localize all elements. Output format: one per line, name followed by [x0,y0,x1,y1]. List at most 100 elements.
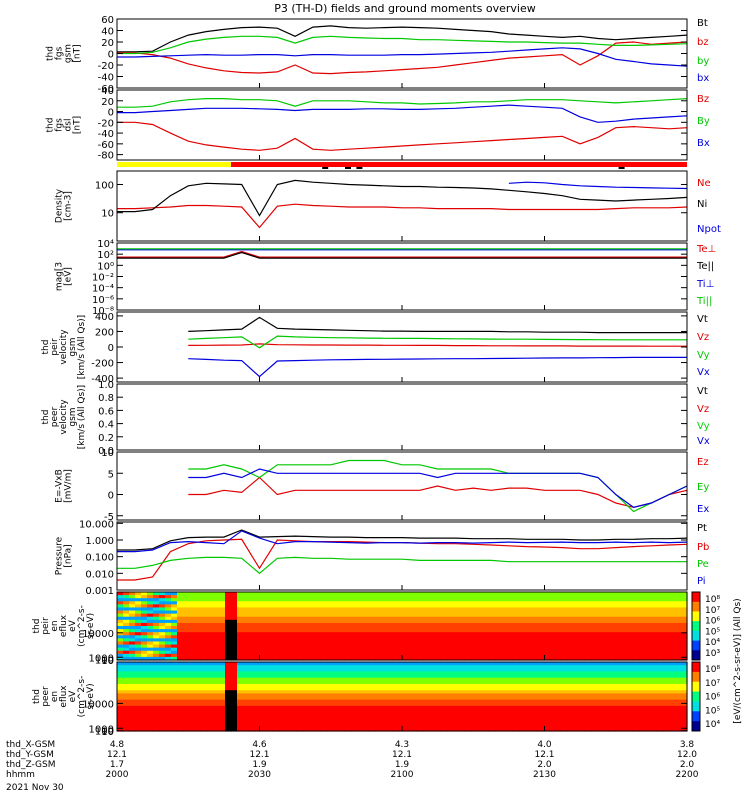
spectrogram-cell [615,671,622,676]
spectrogram-cell [195,674,202,679]
spectrogram-cell [297,724,304,729]
spectrogram-cell [339,656,346,661]
spectrogram-cell [117,629,124,633]
spectrogram-cell [567,718,574,723]
spectrogram-cell [483,641,490,646]
spectrogram-cell [513,622,520,627]
spectrogram-cell [189,656,196,661]
spectrogram-cell [441,665,448,669]
spectrogram-cell [405,662,412,666]
spectrogram-cell [417,604,424,609]
spectrogram-cell [435,665,442,669]
spectrogram-cell [405,622,412,627]
spectrogram-cell [123,638,130,643]
spectrogram-cell [591,702,598,707]
spectrogram-cell [297,626,304,630]
spectrogram-cell [231,721,238,726]
spectrogram-cell [231,656,238,661]
spectrogram-cell [207,662,214,666]
spectrogram-cell [591,601,598,605]
spectrogram-cell [321,644,328,649]
spectrogram-cell [243,715,250,720]
spectrogram-cell [423,638,430,643]
spectrogram-cell [267,641,274,646]
spectrogram-cell [669,638,676,643]
spectrogram-cell [243,656,250,661]
spectrogram-cell [261,721,268,726]
spectrogram-cell [399,595,406,599]
spectrogram-cell [393,610,400,615]
spectrogram-cell [489,674,496,679]
spectrogram-cell [171,601,178,605]
spectrogram-cell [471,616,478,621]
spectrogram-cell [657,613,664,618]
series-line-Ex [188,468,688,508]
spectrogram-cell [645,665,652,669]
spectrogram-cell [543,610,550,615]
spectrogram-cell [393,653,400,658]
spectrogram-cell [363,699,370,704]
spectrogram-cell [219,644,226,649]
spectrogram-cell [381,635,388,639]
spectrogram-cell [513,656,520,661]
spectrogram-cell [195,592,202,596]
spectrogram-cell [285,699,292,704]
spectrogram-cell [249,653,256,658]
spectrogram-cell [669,656,676,661]
spectrogram-cell [159,629,166,633]
spectrogram-cell [435,595,442,599]
spectrogram-cell [309,712,316,716]
spectrogram-cell [411,705,418,710]
spectrogram-cell [477,595,484,599]
spectrogram-cell [141,727,148,732]
colorbar-segment [692,721,700,732]
colorbar-frame [691,591,701,661]
spectrogram-cell [117,653,124,658]
spectrogram-cell [555,644,562,649]
spectrogram-cell [585,638,592,643]
spectrogram-cell [339,727,346,732]
spectrogram-cell [135,610,142,615]
spectrogram-cell [663,619,670,624]
spectrogram-cell [351,687,358,691]
spectrogram-cell [459,616,466,621]
spectrogram-cell [627,718,634,723]
spectrogram-cell [201,610,208,615]
spectrogram-cell [465,687,472,691]
y-axis-label: [cm-3] [64,191,74,221]
spectrogram-cell [231,626,238,630]
spectrogram-cell [585,687,592,691]
spectrogram-cell [645,696,652,701]
spectrogram-cell [441,647,448,652]
spectrogram-cell [507,721,514,726]
spectrogram-cell [315,709,322,713]
spectrogram-cell [681,690,688,694]
spectrogram-cell [387,690,394,694]
spectrogram-cell [681,613,688,618]
spectrogram-cell [207,592,214,596]
spectrogram-cell [207,674,214,679]
spectrogram-cell [525,699,532,704]
spectrogram-cell [663,601,670,605]
spectrogram-cell [387,607,394,612]
spectrogram-cell [387,712,394,716]
spectrogram-cell [381,683,388,688]
spectrogram-cell [357,677,364,682]
spectrogram-cell [513,665,520,669]
spectrogram-cell [537,699,544,704]
spectrogram-cell [297,656,304,661]
spectrogram-cell [531,680,538,685]
spectrogram-cell [135,629,142,633]
spectrogram-cell [195,622,202,627]
spectrogram-cell [543,635,550,639]
spectrogram-cell [177,671,184,676]
spectrogram-cell [237,650,244,655]
spectrogram-cell [219,610,226,615]
spectrogram-cell [375,677,382,682]
spectrogram-cell [411,644,418,649]
spectrogram-cell [285,671,292,676]
spectrogram-cell [663,592,670,596]
spectrogram-cell [519,650,526,655]
spectrogram-cell [201,690,208,694]
spectrogram-cell [471,629,478,633]
